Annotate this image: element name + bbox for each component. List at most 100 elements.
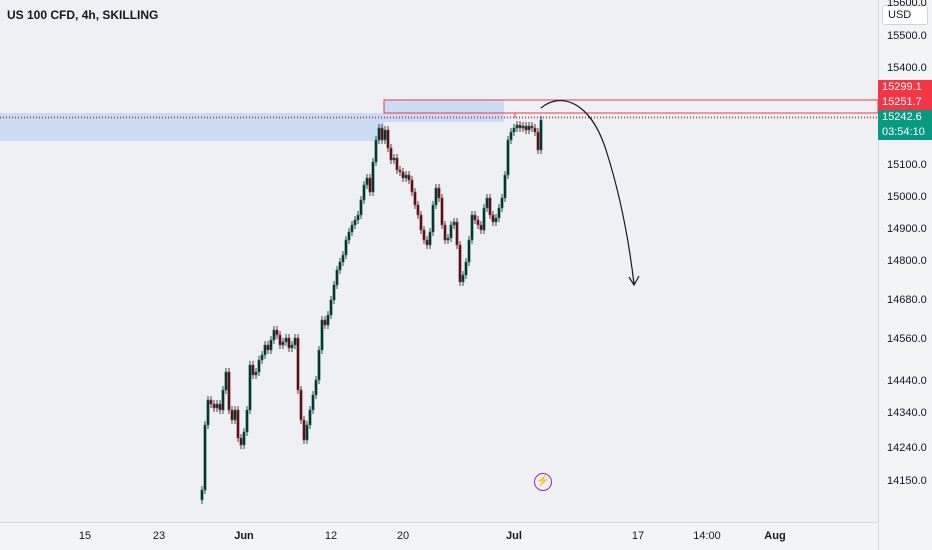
candle-body <box>392 157 396 161</box>
candle-body <box>209 399 213 405</box>
price-tick: 14150.0 <box>887 475 927 487</box>
candle-body <box>308 409 312 426</box>
candle-body <box>221 389 225 411</box>
candle-body <box>206 399 210 426</box>
symbol-title[interactable]: US 100 CFD, 4h, SKILLING <box>7 8 159 22</box>
candle-body <box>524 125 528 131</box>
price-tick: 14240.0 <box>887 442 927 454</box>
candle-body <box>302 419 306 441</box>
candle-body <box>356 214 360 221</box>
candle-body <box>527 125 531 131</box>
candle-body <box>395 157 399 171</box>
candle-body <box>293 337 297 346</box>
candle-body <box>335 269 339 286</box>
price-plot[interactable] <box>0 0 878 522</box>
candle-body <box>227 371 231 411</box>
candle-body <box>470 214 474 241</box>
candle-body <box>203 424 207 491</box>
time-tick: 17 <box>631 530 645 542</box>
time-tick: 23 <box>152 530 166 542</box>
candle-body <box>512 127 516 133</box>
candle-body <box>374 139 378 163</box>
candle-body <box>515 124 519 129</box>
time-tick: Jul <box>506 530 522 542</box>
candle-body <box>500 197 504 209</box>
candle-body <box>350 224 354 233</box>
candle-body <box>215 403 219 409</box>
candle-body <box>482 207 486 231</box>
candle-body <box>314 379 318 396</box>
candle-body <box>497 207 501 219</box>
candle-body <box>305 424 309 441</box>
supply-zone-extension[interactable] <box>384 100 504 122</box>
time-tick: Aug <box>764 530 786 542</box>
candle-body <box>290 344 294 349</box>
candle-body <box>263 344 267 356</box>
candle-body <box>491 214 495 223</box>
bar-countdown-flag: 03:54:10 <box>878 125 932 140</box>
candle-body <box>287 337 291 349</box>
candle-body <box>269 339 273 351</box>
candle-body <box>410 179 414 193</box>
price-tick: 15000.0 <box>887 191 927 203</box>
candle-body <box>284 337 288 343</box>
currency-button[interactable]: USD <box>882 5 928 25</box>
candle-body <box>431 204 435 233</box>
candle-body <box>251 364 255 376</box>
candle-body <box>323 319 327 326</box>
price-tick: 15100.0 <box>887 159 927 171</box>
candle-body <box>437 187 441 199</box>
candle-body <box>278 334 282 346</box>
candle-body <box>272 329 276 341</box>
projection-arrowhead <box>628 275 640 287</box>
candle-body <box>533 127 537 133</box>
time-tick: Jun <box>234 530 254 542</box>
candle-body <box>479 224 483 231</box>
candle-body <box>344 239 348 256</box>
candle-body <box>398 169 402 173</box>
candle-body <box>359 199 363 216</box>
candle-body <box>452 221 456 226</box>
candle-body <box>509 131 513 141</box>
candle-body <box>461 274 465 283</box>
last-price-flag: 15242.6 <box>878 110 932 125</box>
time-axis[interactable] <box>0 522 878 550</box>
candle-body <box>371 161 375 193</box>
entry-price-flag: 15251.7 <box>878 95 932 110</box>
candle-body <box>320 319 324 351</box>
candle-body <box>212 403 216 409</box>
candle-body <box>326 314 330 326</box>
price-tick: 14900.0 <box>887 223 927 235</box>
projection-arrow[interactable] <box>540 100 635 285</box>
candle-body <box>380 127 384 141</box>
price-tick: 14680.0 <box>887 294 927 306</box>
lightning-bolt-icon[interactable]: ⚡ <box>534 473 552 491</box>
candle-body <box>404 174 408 179</box>
candle-body <box>347 231 351 241</box>
candle-body <box>239 437 243 446</box>
candle-body <box>413 191 417 206</box>
candle-body <box>383 129 387 141</box>
candle-body <box>458 244 462 283</box>
candle-body <box>224 371 228 391</box>
candle-body <box>248 364 252 411</box>
candle-body <box>407 174 411 181</box>
time-tick: 20 <box>396 530 410 542</box>
time-tick: 14:00 <box>693 530 721 542</box>
candle-body <box>473 214 477 221</box>
candle-body <box>485 197 489 209</box>
candle-body <box>236 409 240 439</box>
candle-body <box>521 125 525 129</box>
candle-body <box>434 187 438 206</box>
candle-body <box>296 337 300 391</box>
candle-body <box>425 239 429 246</box>
stop-price-flag: 15299.1 <box>878 80 932 95</box>
candle-body <box>260 354 264 361</box>
candle-body <box>389 147 393 161</box>
candle-body <box>368 177 372 193</box>
candle-body <box>230 409 234 421</box>
candle-body <box>218 403 222 411</box>
candle-body <box>503 174 507 199</box>
price-tick: 15600.0 <box>887 0 927 9</box>
